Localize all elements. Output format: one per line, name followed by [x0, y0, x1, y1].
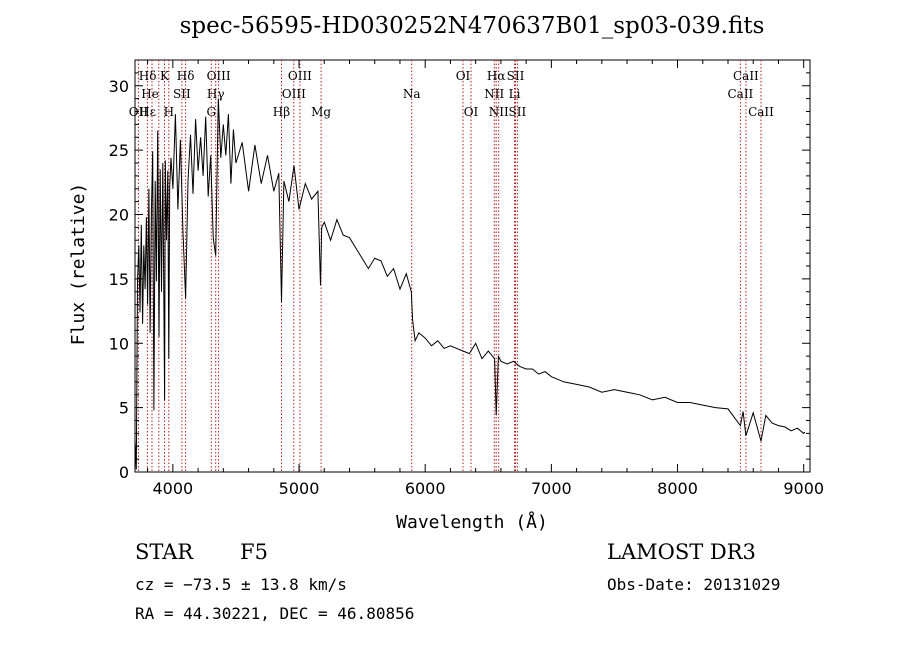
x-tick-label: 4000 [152, 479, 193, 498]
redshift-cz: cz = −73.5 ± 13.8 km/s [135, 575, 347, 594]
x-axis-label: Wavelength (Å) [396, 511, 548, 533]
line-label: Hγ [207, 87, 225, 101]
line-label: G [207, 105, 217, 119]
line-label: CaII [748, 105, 774, 119]
x-tick-label: 7000 [531, 479, 572, 498]
line-label: SII [509, 105, 527, 119]
x-tick-label: 8000 [657, 479, 698, 498]
plot-frame [134, 59, 811, 473]
line-label: H [164, 105, 174, 119]
line-label: Na [403, 87, 421, 101]
line-label: Li [509, 87, 521, 101]
line-label: He [141, 87, 159, 101]
line-label: NII [484, 87, 504, 101]
y-tick-label: 5 [119, 399, 129, 418]
y-axis-label: Flux (relative) [68, 183, 89, 346]
line-label: Hα [487, 69, 506, 83]
observation-date: Obs-Date: 20131029 [607, 575, 781, 594]
spectral-subclass: F5 [240, 540, 268, 564]
line-label: Mg [311, 105, 331, 119]
line-label: Hβ [273, 105, 290, 119]
line-label: OIII [207, 69, 231, 83]
object-class: STAR [135, 540, 194, 564]
flux-series-line [134, 98, 806, 470]
line-label: CaII [727, 87, 753, 101]
coordinates: RA = 44.30221, DEC = 46.80856 [135, 604, 415, 623]
x-tick-label: 9000 [783, 479, 824, 498]
y-tick-label: 25 [109, 141, 129, 160]
chart-title: spec-56595-HD030252N470637B01_sp03-039.f… [180, 13, 765, 39]
line-label: OI [456, 69, 471, 83]
line-label: SII [507, 69, 525, 83]
line-label: CaII [733, 69, 759, 83]
y-tick-label: 0 [119, 463, 129, 482]
line-label: SII [173, 87, 191, 101]
line-label: K [160, 69, 170, 83]
y-tick-label: 10 [109, 334, 129, 353]
line-label: Hδ [139, 69, 157, 83]
line-label: OIII [282, 87, 306, 101]
y-tick-label: 30 [109, 77, 129, 96]
x-tick-label: 6000 [405, 479, 446, 498]
y-tick-label: 15 [109, 270, 129, 289]
line-label: OI [464, 105, 479, 119]
line-markers [137, 60, 762, 472]
line-label: OIII [288, 69, 312, 83]
x-tick-label: 5000 [279, 479, 320, 498]
line-label: Hδ [177, 69, 195, 83]
axis-ticks: 4000 5000 6000 7000 8000 9000 0 5 10 15 20 25 30 [109, 60, 824, 498]
line-label: NII [489, 105, 509, 119]
y-tick-label: 20 [109, 206, 129, 225]
survey-name: LAMOST DR3 [607, 540, 756, 564]
line-label: Hε [139, 105, 156, 119]
